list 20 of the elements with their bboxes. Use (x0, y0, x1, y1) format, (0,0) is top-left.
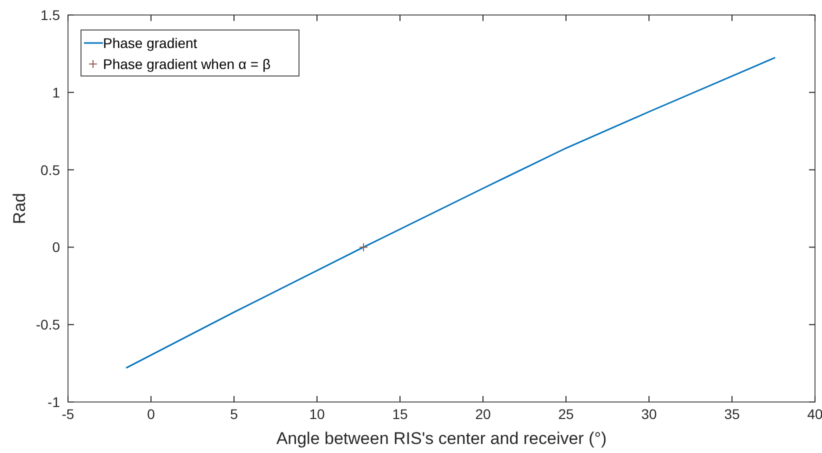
x-tick-label: 15 (392, 406, 408, 422)
y-tick-label: 1 (52, 84, 60, 100)
x-tick-label: 0 (147, 406, 156, 422)
x-tick-label: 5 (230, 406, 238, 422)
y-tick-label: 1.5 (40, 7, 60, 23)
x-tick-label: 40 (807, 406, 822, 422)
x-tick-label: -5 (62, 406, 74, 422)
x-tick-label: 35 (724, 406, 740, 422)
y-tick-label: 0.5 (40, 162, 60, 178)
x-tick-label: 10 (309, 406, 325, 422)
x-axis-title: Angle between RIS's center and receiver (°) (276, 429, 607, 448)
legend-label: Phase gradient (103, 35, 198, 51)
y-tick-label: 0 (52, 239, 60, 256)
x-tick-label: 25 (558, 406, 574, 422)
legend-label: Phase gradient when α = β (103, 56, 271, 72)
x-tick-label: 20 (475, 406, 491, 422)
x-tick-label: 30 (641, 406, 657, 422)
y-tick-label: -0.5 (36, 316, 60, 333)
y-axis-title: Rad (10, 192, 29, 224)
y-tick-label: -1 (48, 394, 60, 410)
